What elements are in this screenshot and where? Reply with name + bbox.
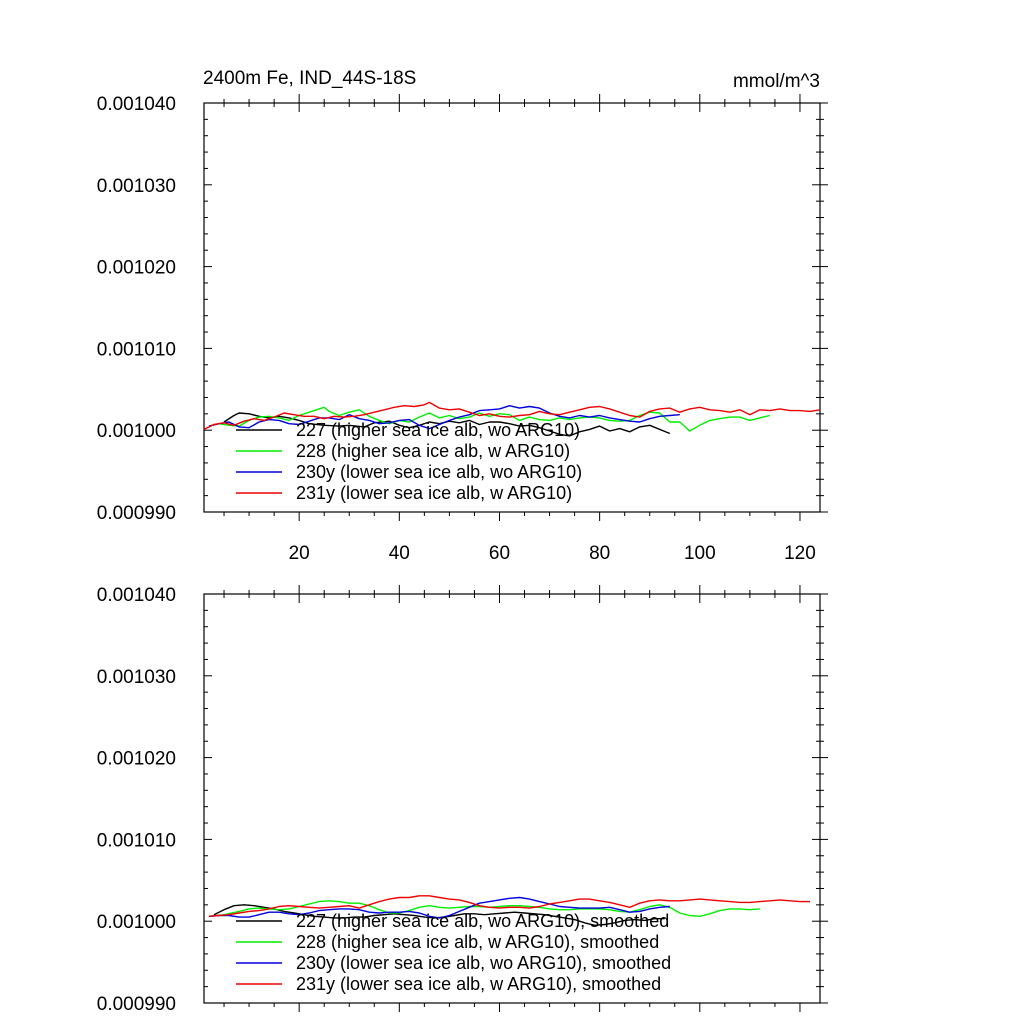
y-tick-label: 0.001010 xyxy=(97,830,176,851)
x-tick-label: 120 xyxy=(784,543,816,564)
y-tick-label: 0.001030 xyxy=(97,176,176,197)
y-tick-labels-top: 0.001040 0.001030 0.001020 0.001010 0.001000… xyxy=(97,94,176,524)
y-tick-labels-bottom: 0.001040 0.001030 0.001020 0.001010 0.001000… xyxy=(97,585,176,1015)
y-tick-label: 0.001020 xyxy=(97,258,176,279)
axis-ticks-bottom xyxy=(204,585,828,1012)
series-group-top xyxy=(203,401,821,437)
y-tick-label: 0.001030 xyxy=(97,667,176,688)
series-line xyxy=(223,412,671,437)
x-tick-label: 100 xyxy=(684,543,716,564)
chart-title: 2400m Fe, IND_44S-18S xyxy=(203,68,416,89)
legend-label: 228 (higher sea ice alb, w ARG10), smoot… xyxy=(296,932,659,952)
plot-frame-top xyxy=(203,102,821,513)
y-tick-label: 0.000990 xyxy=(97,994,176,1015)
legend-label: 230y (lower sea ice alb, wo ARG10) xyxy=(296,462,582,482)
top-panel: 2400m Fe, IND_44S-18S mmol/m^3 0.0010400… xyxy=(97,68,828,564)
legend-label: 231y (lower sea ice alb, w ARG10) xyxy=(296,483,572,503)
y-tick-label: 0.001010 xyxy=(97,339,176,360)
plot-frame-bottom xyxy=(203,593,821,1004)
legend-top: 227 (higher sea ice alb, wo ARG10)228 (h… xyxy=(236,420,582,503)
y-tick-label: 0.001040 xyxy=(97,94,176,115)
legend-label: 230y (lower sea ice alb, wo ARG10), smoo… xyxy=(296,953,671,973)
legend-label: 231y (lower sea ice alb, w ARG10), smoot… xyxy=(296,974,661,994)
axis-ticks-top xyxy=(204,94,828,521)
y-tick-label: 0.001040 xyxy=(97,585,176,606)
series-line xyxy=(203,401,821,431)
series-line xyxy=(208,896,670,919)
series-line xyxy=(208,405,680,430)
series-group-bottom xyxy=(208,895,810,926)
x-tick-label: 20 xyxy=(289,543,310,564)
y-tick-label: 0.001020 xyxy=(97,749,176,770)
legend-label: 227 (higher sea ice alb, wo ARG10), smoo… xyxy=(296,911,669,931)
legend-bottom: 227 (higher sea ice alb, wo ARG10), smoo… xyxy=(236,911,671,994)
x-tick-labels-top: 20 40 60 80 100 120 xyxy=(289,543,816,564)
y-tick-label: 0.001000 xyxy=(97,912,176,933)
legend-label: 227 (higher sea ice alb, wo ARG10) xyxy=(296,420,580,440)
y-tick-label: 0.001000 xyxy=(97,421,176,442)
units-label: mmol/m^3 xyxy=(733,71,820,92)
y-tick-label: 0.000990 xyxy=(97,503,176,524)
x-tick-label: 80 xyxy=(589,543,610,564)
x-tick-label: 60 xyxy=(489,543,510,564)
x-tick-label: 40 xyxy=(389,543,410,564)
legend-label: 228 (higher sea ice alb, w ARG10) xyxy=(296,441,570,461)
series-line xyxy=(208,895,810,917)
bottom-panel: 0.001040 0.001030 0.001020 0.001010 0.001000… xyxy=(97,585,828,1015)
